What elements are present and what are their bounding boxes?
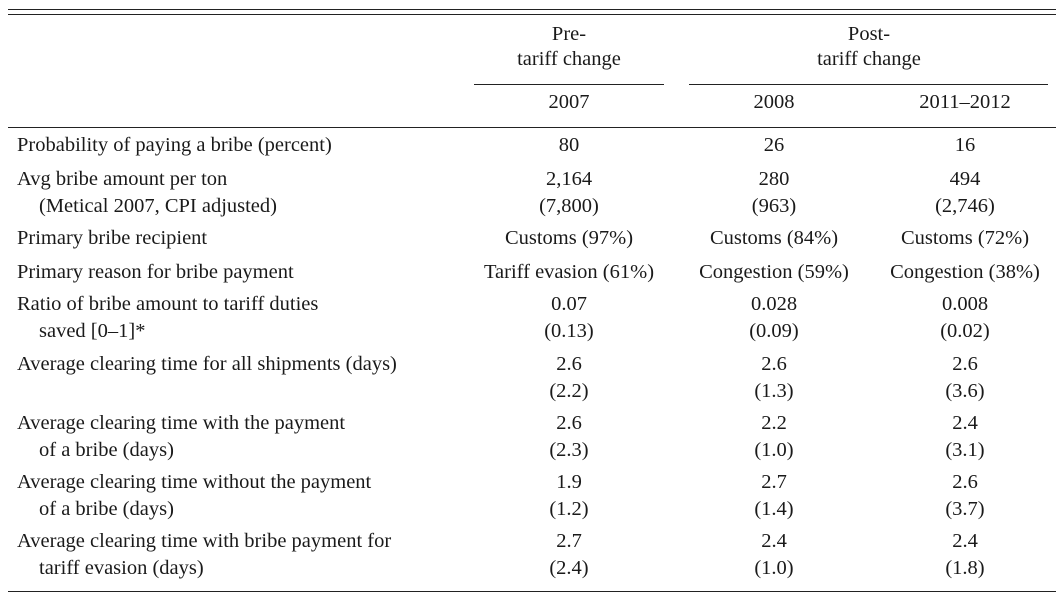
header-group-pre-line1: Pre- (551, 23, 587, 45)
table-cell-stderr: (1.0) (754, 439, 794, 461)
table-cell-value: 2,164 (545, 168, 593, 190)
header-year-2007: 2007 (548, 91, 590, 113)
table-cell-stderr: (2.4) (549, 557, 589, 579)
table-cell-value: 1.9 (556, 471, 582, 493)
header-rule (8, 127, 1056, 128)
table-cell-value: 0.07 (551, 293, 587, 315)
table-cell-stderr: (2.3) (549, 439, 589, 461)
table-cell-stderr: (1.4) (754, 498, 794, 520)
table-cell-stderr: (2,746) (935, 195, 995, 217)
row-label: Avg bribe amount per ton (17, 168, 228, 190)
row-label: of a bribe (days) (39, 439, 174, 461)
top-rule-inner (8, 14, 1056, 15)
bottom-rule (8, 591, 1056, 592)
header-post-underline (689, 84, 1048, 85)
row-label: Average clearing time with the payment (17, 412, 346, 434)
table-cell-value: 2.6 (556, 412, 582, 434)
table-cell-stderr: (1.0) (754, 557, 794, 579)
header-year-2008: 2008 (753, 91, 795, 113)
table-cell-stderr: (2.2) (549, 380, 589, 402)
table-cell-stderr: (1.2) (549, 498, 589, 520)
table-cell-value: 280 (758, 168, 790, 190)
table-cell-stderr: (0.02) (940, 320, 990, 342)
table-cell-value: Tariff evasion (61%) (483, 261, 655, 283)
header-group-pre: Pre- tariff change (517, 22, 621, 72)
row-label: saved [0–1]* (39, 320, 146, 342)
table-cell-value: 2.4 (761, 530, 787, 552)
table-cell-stderr: (7,800) (539, 195, 599, 217)
row-label: Ratio of bribe amount to tariff duties (17, 293, 319, 315)
table-cell-value: 2.6 (761, 353, 787, 375)
table-cell-value: 80 (558, 134, 580, 156)
table-cell-stderr: (0.13) (544, 320, 594, 342)
table-cell-stderr: (963) (751, 195, 797, 217)
table-cell-value: 26 (763, 134, 785, 156)
table-cell-value: Customs (72%) (900, 227, 1030, 249)
row-label: tariff evasion (days) (39, 557, 204, 579)
table-cell-value: Congestion (59%) (699, 261, 849, 283)
table-cell-value: 2.4 (952, 412, 978, 434)
table-cell-stderr: (3.7) (945, 498, 985, 520)
header-group-post-line2: tariff change (817, 48, 921, 70)
table-cell-stderr: (0.09) (749, 320, 799, 342)
table-cell-value: 16 (954, 134, 976, 156)
header-year-2011-2012: 2011–2012 (919, 91, 1011, 113)
table-cell-stderr: (1.3) (754, 380, 794, 402)
row-label: Average clearing time for all shipments … (17, 353, 397, 375)
header-group-post-line1: Post- (847, 23, 891, 45)
header-group-pre-line2: tariff change (517, 48, 621, 70)
row-label: Probability of paying a bribe (percent) (17, 134, 332, 156)
table-cell-stderr: (3.6) (945, 380, 985, 402)
header-group-post: Post- tariff change (817, 22, 921, 72)
table-cell-value: Customs (97%) (504, 227, 634, 249)
row-label: Primary reason for bribe payment (17, 261, 294, 283)
table-cell-stderr: (3.1) (945, 439, 985, 461)
table-cell-value: Customs (84%) (709, 227, 839, 249)
table-cell-value: 2.6 (952, 353, 978, 375)
row-label: Primary bribe recipient (17, 227, 208, 249)
header-pre-underline (474, 84, 664, 85)
table-cell-value: Congestion (38%) (890, 261, 1040, 283)
table-cell-value: 494 (949, 168, 981, 190)
table-cell-value: 2.7 (761, 471, 787, 493)
top-rule-outer (8, 9, 1056, 10)
table-cell-stderr: (1.8) (945, 557, 985, 579)
table-cell-value: 2.6 (952, 471, 978, 493)
table-cell-value: 2.7 (556, 530, 582, 552)
table-cell-value: 2.2 (761, 412, 787, 434)
row-label: of a bribe (days) (39, 498, 174, 520)
row-label: Average clearing time without the paymen… (17, 471, 372, 493)
table-cell-value: 2.6 (556, 353, 582, 375)
table-cell-value: 0.028 (750, 293, 798, 315)
table-cell-value: 0.008 (941, 293, 989, 315)
table-cell-value: 2.4 (952, 530, 978, 552)
row-label: Average clearing time with bribe payment… (17, 530, 392, 552)
row-label: (Metical 2007, CPI adjusted) (39, 195, 277, 217)
